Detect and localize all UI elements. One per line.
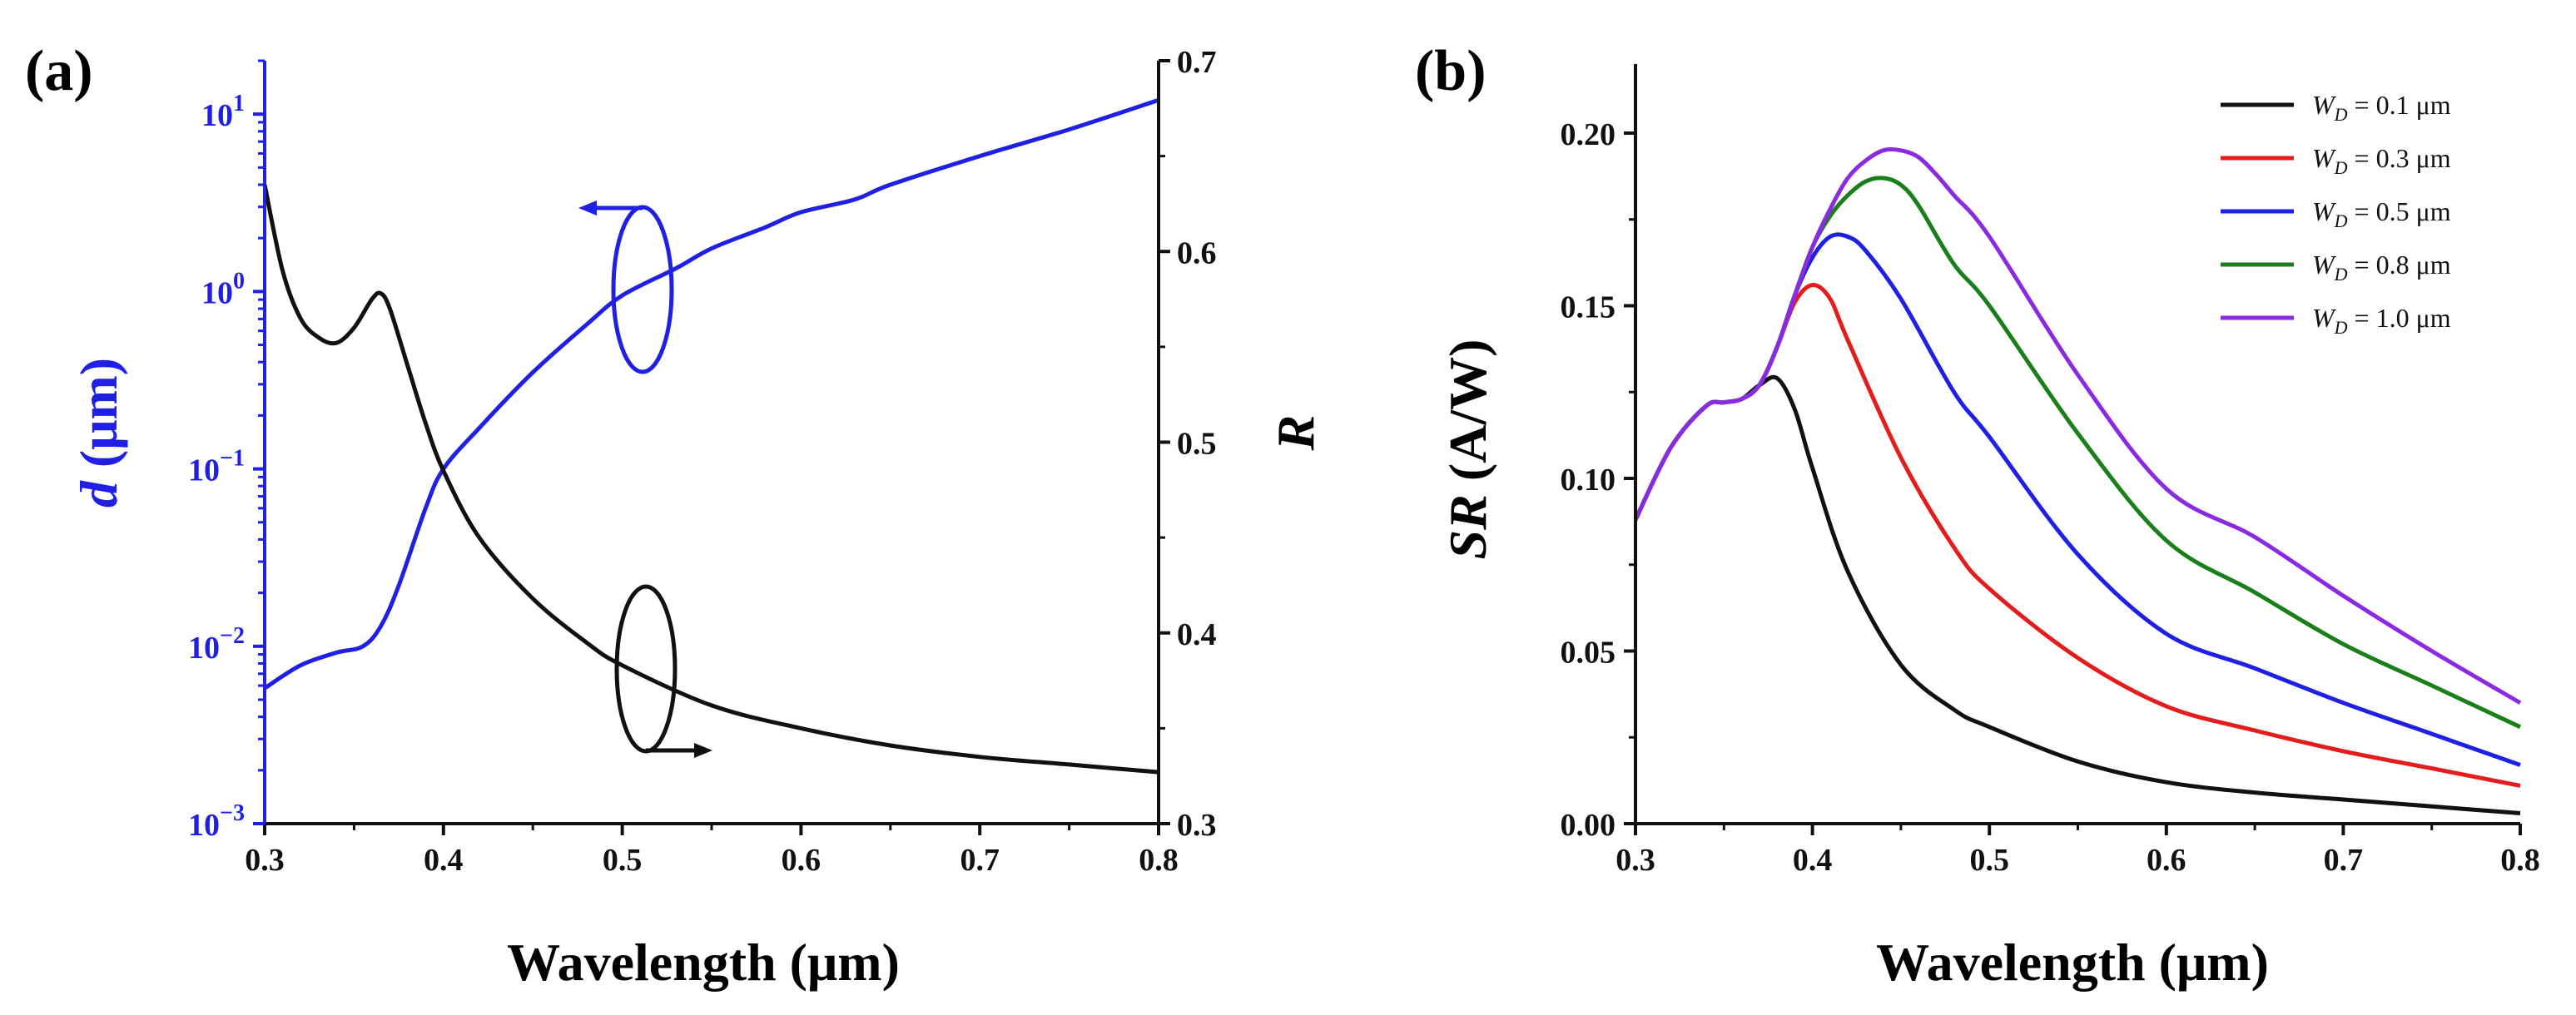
series-line-R	[262, 184, 1159, 775]
panel-a-left-tick-label: 101	[201, 91, 245, 133]
panel-a-x-tick-label: 0.6	[782, 843, 821, 878]
panel-a-left-y-title: d (μm)	[69, 358, 128, 508]
panel-a-left-tick-label: 100	[201, 268, 245, 310]
panel-b-y-tick-label: 0.15	[1561, 290, 1616, 325]
panel-b-x-tick-label: 0.7	[2324, 843, 2364, 878]
panel-b-y-title-rest: (A/W)	[1438, 339, 1497, 495]
panel-a-right-tick-label: 0.6	[1177, 235, 1217, 270]
panel-a-right-tick-label: 0.4	[1177, 617, 1217, 652]
panel-b-label: (b)	[1415, 39, 1487, 103]
panel-a-left-tick-label: 10−2	[188, 623, 245, 666]
panel-a-left-tick-label: 10−3	[188, 800, 245, 843]
panel-b-y-title: SR (A/W)	[1438, 339, 1497, 560]
legend-label: WD = 0.8 μm	[2312, 250, 2451, 285]
panel-a-curves	[262, 97, 1159, 775]
svg-text:R: R	[1266, 415, 1325, 452]
series-line-wd-1	[1633, 283, 2521, 788]
panel-a-right-tick-label: 0.5	[1177, 427, 1217, 462]
panel-b-x-tick-label: 0.6	[2147, 843, 2186, 878]
panel-a-annotations	[578, 201, 712, 758]
series-line-d	[263, 97, 1159, 691]
series-line-wd-0	[1633, 374, 2521, 815]
series-line-wd-4	[1633, 146, 2522, 705]
panel-b-curves	[1633, 146, 2522, 815]
panel-b-x-tick-label: 0.3	[1616, 843, 1655, 878]
panel-a-left-y-title-rest: (μm)	[69, 358, 128, 481]
panel-b-y-tick-label: 0.10	[1561, 463, 1616, 498]
panel-b-x-tick-label: 0.4	[1793, 843, 1833, 878]
panel-b-x-title: Wavelength (μm)	[1876, 933, 2269, 992]
panel-a-x-tick-label: 0.7	[960, 843, 1000, 878]
panel-b-legend: WD = 0.1 μm WD = 0.3 μm WD = 0.5 μm WD = 0.…	[2221, 90, 2451, 338]
legend-label: WD = 0.5 μm	[2312, 196, 2451, 231]
right-arrow-icon	[694, 743, 712, 758]
panel-a-right-tick-label: 0.7	[1177, 45, 1217, 80]
panel-a-x-tick-label: 0.3	[245, 843, 285, 878]
legend-label: WD = 0.1 μm	[2312, 90, 2451, 125]
panel-a-label: (a)	[25, 39, 93, 103]
panel-a-x-tick-label: 0.8	[1139, 843, 1179, 878]
panel-a-right-tick-label: 0.3	[1177, 808, 1217, 843]
panel-b-y-tick-label: 0.05	[1561, 636, 1616, 671]
svg-text:SR (A/W): SR (A/W)	[1438, 339, 1497, 560]
legend-label: WD = 1.0 μm	[2312, 303, 2451, 338]
panel-a-left-tick-label: 10−1	[188, 446, 245, 488]
panel-b: (b) 0.3 0.4 0.5 0.6 0.7 0.80.000.050.100.150.…	[1415, 39, 2540, 992]
d-curve-marker-ellipse	[611, 205, 674, 374]
panel-b-y-tick-label: 0.20	[1561, 117, 1616, 152]
panel-a-right-y-title: R	[1266, 415, 1325, 452]
panel-a-left-y-title-italic: d	[69, 480, 128, 508]
panel-b-x-tick-label: 0.8	[2500, 843, 2540, 878]
panel-a-x-title: Wavelength (μm)	[507, 933, 900, 992]
panel-a-x-tick-label: 0.5	[603, 843, 643, 878]
panel-b-x-tick-label: 0.5	[1969, 843, 2009, 878]
panel-a: (a) 0.3 0.4 0.5 0.6 0.7 0.8 101 100 10−1 10−2 10−3…	[25, 39, 1325, 992]
svg-text:d (μm): d (μm)	[69, 358, 128, 508]
panel-b-y-tick-label: 0.00	[1561, 808, 1616, 843]
legend-label: WD = 0.3 μm	[2312, 143, 2451, 178]
left-arrow-icon	[578, 201, 597, 215]
panel-a-x-tick-label: 0.4	[424, 843, 464, 878]
panel-b-y-title-italic: SR	[1438, 494, 1497, 559]
panel-b-axes: 0.3 0.4 0.5 0.6 0.7 0.8 0.00 0.05 0.10 0.15 0.20	[1561, 64, 2540, 878]
